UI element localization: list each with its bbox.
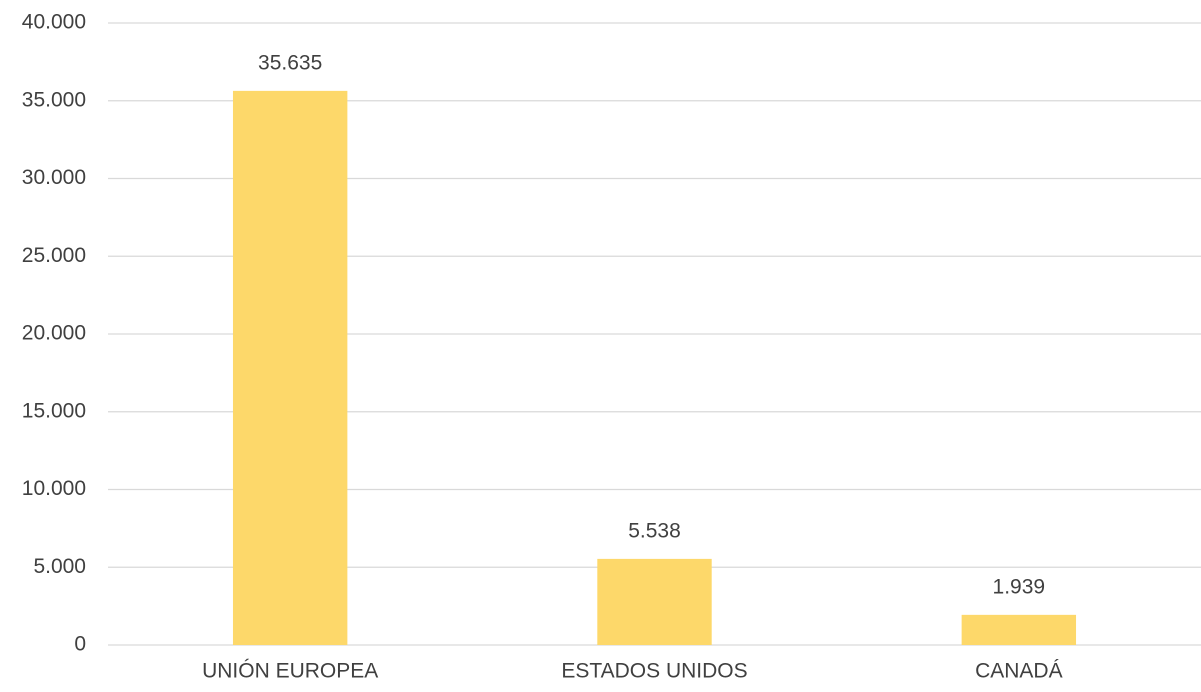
data-label: 1.939 [993,575,1046,598]
y-tick-label: 15.000 [22,399,86,422]
x-tick-label: ESTADOS UNIDOS [561,660,747,683]
bar [232,90,348,646]
data-label: 35.635 [258,51,322,74]
x-tick-label: UNIÓN EUROPEA [202,660,378,683]
y-tick-label: 10.000 [22,477,86,500]
y-tick-label: 30.000 [22,166,86,189]
y-tick-label: 0 [74,633,86,656]
bar [597,558,712,645]
bar [961,614,1077,645]
y-tick-label: 5.000 [33,555,86,578]
y-tick-label: 40.000 [22,11,86,34]
x-tick-label: CANADÁ [975,660,1063,683]
y-tick-label: 35.000 [22,88,86,111]
y-tick-label: 20.000 [22,322,86,345]
y-tick-label: 25.000 [22,244,86,267]
data-label: 5.538 [628,519,681,542]
